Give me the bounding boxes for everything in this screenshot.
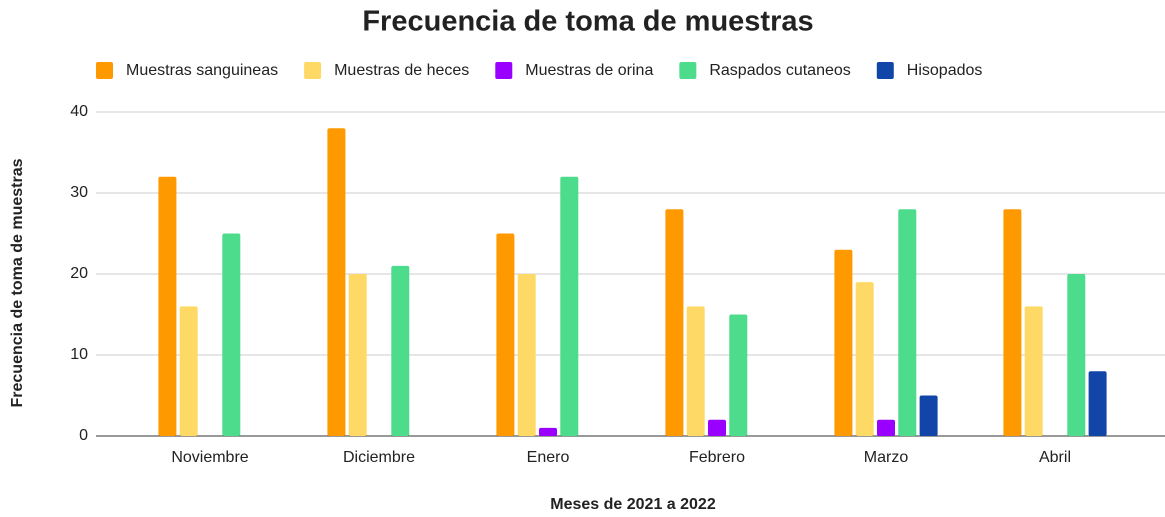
x-tick-label: Enero xyxy=(527,449,570,466)
y-tick-label: 40 xyxy=(70,103,88,120)
bar xyxy=(327,128,346,436)
bar xyxy=(855,282,874,436)
bar xyxy=(919,395,938,436)
bar xyxy=(686,306,705,436)
x-tick-label: Abril xyxy=(1039,449,1071,466)
legend-label: Muestras de orina xyxy=(525,62,653,79)
legend-swatch xyxy=(96,62,113,79)
legend-label: Hisopados xyxy=(907,62,983,79)
x-tick-label: Diciembre xyxy=(343,449,415,466)
legend-swatch xyxy=(495,62,513,79)
bar xyxy=(1088,371,1107,436)
bar xyxy=(222,233,241,436)
legend-swatch xyxy=(304,62,322,79)
y-tick-label: 0 xyxy=(79,427,88,444)
legend-swatch xyxy=(679,62,697,79)
bar xyxy=(496,233,515,436)
bar xyxy=(560,176,579,437)
bar xyxy=(708,419,726,436)
y-axis-title: Frecuencia de toma de muestras xyxy=(9,158,26,407)
bar xyxy=(348,274,367,436)
x-axis-title: Meses de 2021 a 2022 xyxy=(550,496,716,513)
legend-swatch xyxy=(876,62,894,79)
bar xyxy=(179,306,198,436)
x-tick-label: Noviembre xyxy=(171,449,248,466)
y-tick-label: 20 xyxy=(70,265,88,282)
bar xyxy=(391,265,410,436)
bar xyxy=(1003,209,1022,436)
bar xyxy=(539,427,557,436)
legend-label: Muestras de heces xyxy=(334,62,469,79)
bar xyxy=(158,176,177,437)
y-tick-label: 30 xyxy=(70,184,88,201)
y-tick-label: 10 xyxy=(70,346,88,363)
bar xyxy=(517,274,536,436)
x-tick-label: Febrero xyxy=(689,449,745,466)
bar xyxy=(898,209,917,436)
bar xyxy=(1067,274,1086,436)
legend-label: Raspados cutaneos xyxy=(709,62,850,79)
bar xyxy=(834,249,853,436)
legend-label: Muestras sanguineas xyxy=(126,62,278,79)
bar xyxy=(665,209,684,436)
chart-title: Frecuencia de toma de muestras xyxy=(362,6,813,38)
x-tick-label: Marzo xyxy=(864,449,909,466)
bar xyxy=(877,419,895,436)
bar xyxy=(1024,306,1043,436)
bar xyxy=(729,314,748,436)
